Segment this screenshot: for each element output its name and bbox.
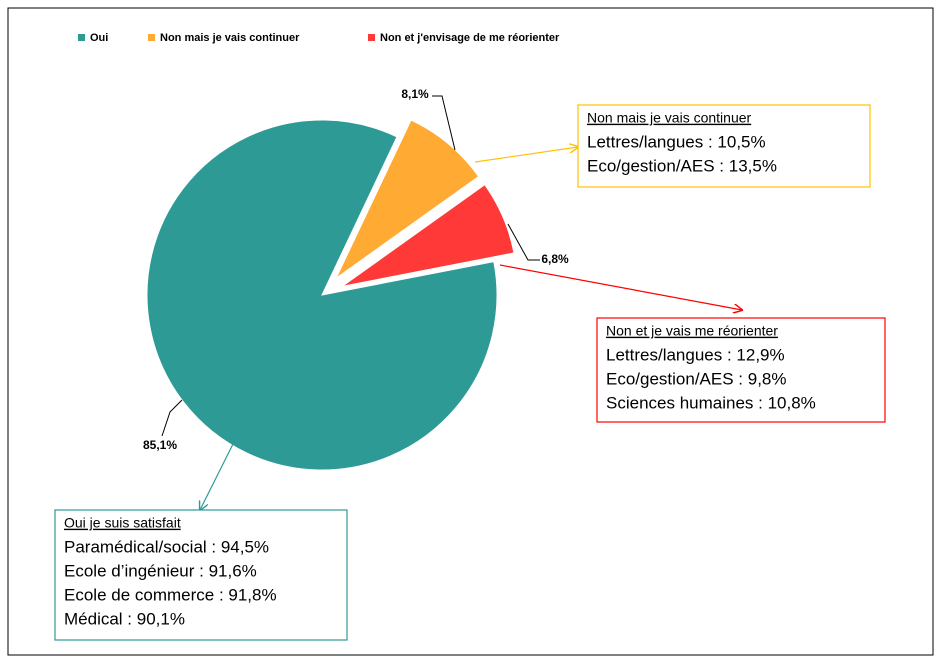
leader-line [161,399,183,437]
annotation-line: Lettres/langues : 12,9% [606,345,785,364]
annotation-arrow [200,429,241,510]
annotation-line: Eco/gestion/AES : 9,8% [606,369,787,388]
annotation-box [54,509,348,641]
legend-swatch [368,34,375,41]
annotation-line: Paramédical/social : 94,5% [64,537,269,556]
data-label: 8,1% [401,87,429,101]
annotation-line: Médical : 90,1% [64,609,185,628]
leader-line [432,95,456,151]
annotation-line: Eco/gestion/AES : 13,5% [587,156,777,175]
annotation-title: Non mais je vais continuer [587,110,752,126]
legend-label: Oui [90,32,108,44]
annotation-arrow [474,147,578,163]
leader-line [507,223,540,261]
annotation-box [577,104,871,188]
annotation-line: Lettres/langues : 10,5% [587,132,766,151]
pie-slice [341,184,515,287]
annotation-arrow [499,264,742,310]
legend-swatch [78,34,85,41]
annotation-title: Oui je suis satisfait [64,515,181,531]
data-label: 85,1% [143,438,177,452]
annotation-line: Ecole de commerce : 91,8% [64,585,277,604]
pie-slice [146,119,498,471]
data-label: 6,8% [541,252,569,266]
annotation-box [596,317,886,423]
legend-swatch [148,34,155,41]
annotation-line: Ecole d’ingénieur : 91,6% [64,561,257,580]
legend-label: Non et j'envisage de me réorienter [380,32,560,44]
annotation-title: Non et je vais me réorienter [606,323,778,339]
legend-label: Non mais je vais continuer [160,32,300,44]
annotation-line: Sciences humaines : 10,8% [606,393,816,412]
pie-slice [334,119,480,280]
frame [7,7,934,656]
